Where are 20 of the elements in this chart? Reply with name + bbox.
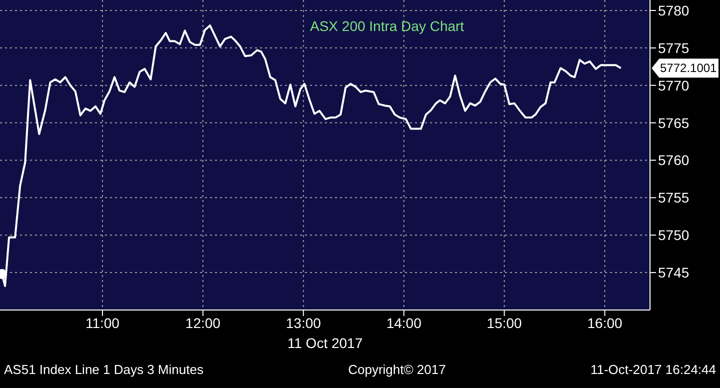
y-tick-label: 5760 bbox=[658, 152, 690, 168]
y-tick-label: 5770 bbox=[658, 77, 690, 94]
y-tick-label: 5765 bbox=[658, 114, 690, 131]
y-tick-label: 5775 bbox=[658, 40, 690, 56]
x-tick-label: 14:00 bbox=[386, 314, 422, 331]
text: 5772.1001 bbox=[660, 61, 718, 76]
x-axis-title: 11 Oct 2017 bbox=[287, 335, 363, 351]
x-tick-label: 13:00 bbox=[286, 314, 322, 331]
y-tick-label: 5755 bbox=[658, 190, 690, 206]
x-tick-label: 11:00 bbox=[85, 314, 120, 331]
x-tick-label: 12:00 bbox=[185, 314, 221, 331]
text: AS51 Index Line 1 Days 3 Minutes bbox=[4, 362, 204, 377]
y-tick-label: 5780 bbox=[658, 2, 690, 18]
text: ASX 200 Intra Day Chart bbox=[310, 18, 464, 34]
text: 11-Oct-2017 16:24:44 bbox=[590, 362, 716, 377]
x-tick-label: 16:00 bbox=[587, 314, 623, 331]
text: Copyright© 2017 bbox=[348, 362, 446, 377]
y-tick-label: 5745 bbox=[658, 264, 690, 281]
y-tick-label: 5750 bbox=[658, 227, 690, 244]
x-tick-label: 15:00 bbox=[486, 314, 522, 331]
